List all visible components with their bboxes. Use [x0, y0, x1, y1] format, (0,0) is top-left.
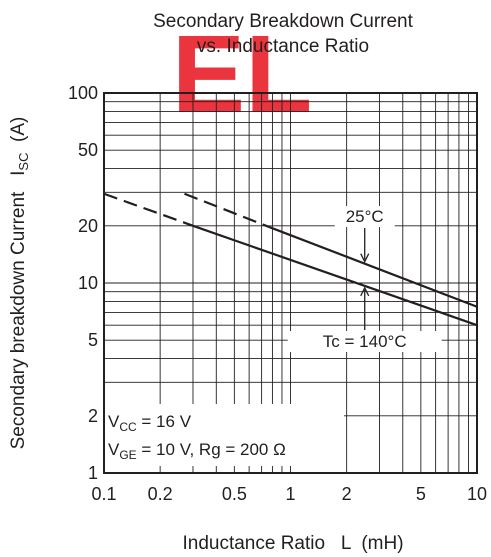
series-label-140c: Tc = 140°C — [323, 332, 407, 351]
x-tick-label: 0.1 — [91, 484, 116, 504]
x-tick-label: 5 — [416, 484, 426, 504]
y-tick-label: 100 — [68, 83, 98, 103]
y-tick-label: 2 — [88, 406, 98, 426]
y-tick-label: 20 — [78, 216, 98, 236]
x-tick-label: 0.2 — [148, 484, 173, 504]
chart-title: Secondary Breakdown Current — [153, 11, 414, 32]
arrowhead-25c — [360, 253, 370, 264]
y-tick-label: 5 — [88, 330, 98, 350]
series-25c-dashed — [184, 192, 270, 229]
arrowhead-140c — [360, 286, 370, 297]
x-tick-label: 1 — [285, 484, 295, 504]
chart-subtitle: vs. Inductance Ratio — [197, 36, 369, 57]
curves: 25°C Tc = 140°C — [103, 192, 478, 352]
y-tick-label: 1 — [88, 463, 98, 483]
plot-frame — [103, 92, 478, 474]
y-axis-label: Secondary breakdown Current ISC (A) — [8, 117, 31, 450]
y-tick-label: 50 — [78, 140, 98, 160]
label-bg-25c — [334, 206, 395, 227]
x-tick-label: 2 — [342, 484, 352, 504]
series-label-25c: 25°C — [346, 207, 384, 226]
series-140c-solid — [192, 224, 478, 327]
series-25c-solid — [268, 226, 478, 308]
x-axis-label: Inductance Ratio L (mH) — [182, 533, 403, 554]
y-tick-label: 10 — [78, 273, 98, 293]
conditions-box: VCC = 16 V VGE = 10 V, Rg = 200 Ω — [104, 404, 344, 466]
tick-labels: 0.1 0.2 0.5 1 2 5 10 1 2 5 10 20 50 100 — [68, 83, 487, 504]
conditions-line2: VGE = 10 V, Rg = 200 Ω — [108, 440, 286, 462]
x-tick-label: 0.5 — [222, 484, 247, 504]
watermark: EL — [172, 13, 313, 136]
series-140c-dashed — [103, 192, 194, 227]
conditions-line1: VCC = 16 V — [108, 412, 192, 434]
label-bg-140c — [287, 331, 442, 352]
x-tick-label: 10 — [467, 484, 487, 504]
